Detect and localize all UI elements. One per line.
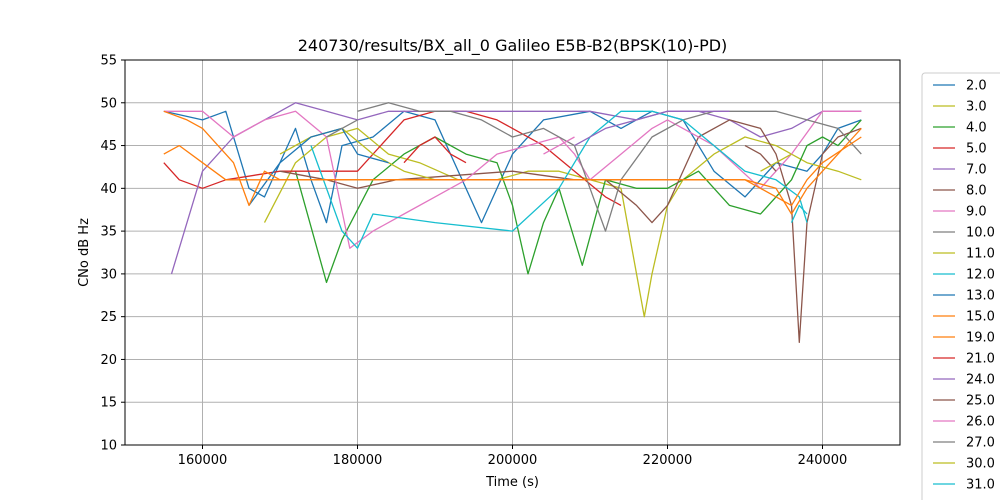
- legend-box: [921, 72, 1000, 500]
- series-line: [326, 119, 358, 138]
- legend: 2.0 3.0 4.0 5.0 7.0 8.0 9.0 10.0 11.0 12.0 13.0 15.…: [921, 72, 1000, 500]
- legend-label: 12.0: [966, 268, 995, 283]
- grid: [125, 59, 900, 446]
- legend-label: 8.0: [966, 184, 987, 199]
- y-tick-label: 10: [100, 439, 117, 454]
- y-tick-label: 40: [100, 182, 117, 197]
- y-tick-label: 20: [100, 353, 117, 368]
- x-tick-label: 200000: [488, 453, 538, 468]
- legend-label: 9.0: [966, 205, 987, 220]
- legend-label: 13.0: [966, 289, 995, 304]
- y-axis-label: CNo dB Hz: [77, 218, 92, 287]
- legend-label: 19.0: [966, 331, 995, 346]
- series-line: [248, 127, 389, 206]
- legend-label: 7.0: [966, 163, 987, 178]
- legend-label: 4.0: [966, 121, 987, 136]
- x-tick-label: 220000: [643, 453, 693, 468]
- series-line: [403, 136, 467, 164]
- series-line: [163, 136, 862, 207]
- series-line: [790, 204, 808, 223]
- series-line: [357, 102, 862, 232]
- y-tick-label: 55: [100, 54, 117, 69]
- x-axis-label: Time (s): [485, 475, 539, 490]
- y-tick-label: 35: [100, 225, 117, 240]
- legend-label: 11.0: [966, 247, 995, 262]
- legend-label: 30.0: [966, 457, 995, 472]
- series-line: [543, 136, 575, 155]
- legend-label: 25.0: [966, 394, 995, 409]
- legend-label: 27.0: [966, 436, 995, 451]
- series-line: [263, 127, 862, 318]
- legend-label: 3.0: [966, 100, 987, 115]
- y-tick-label: 50: [100, 96, 117, 111]
- plot-lines: [163, 102, 862, 343]
- axis-ticks: 160000 180000 200000 220000 240000 10 15 20 25 30…: [100, 54, 847, 469]
- x-tick-label: 180000: [333, 453, 383, 468]
- legend-label: 2.0: [966, 79, 987, 94]
- legend-label: 31.0: [966, 478, 995, 493]
- y-tick-label: 45: [100, 139, 117, 154]
- chart-title: 240730/results/BX_all_0 Galileo E5B-B2(B…: [298, 36, 728, 56]
- legend-label: 24.0: [966, 373, 995, 388]
- series-line: [760, 153, 792, 172]
- legend-label: 15.0: [966, 310, 995, 325]
- y-tick-label: 25: [100, 310, 117, 325]
- x-tick-label: 240000: [798, 453, 848, 468]
- y-tick-label: 15: [100, 396, 117, 411]
- series-line: [294, 119, 862, 284]
- series-line: [310, 110, 808, 249]
- legend-label: 5.0: [966, 142, 987, 157]
- series-line: [163, 110, 622, 206]
- legend-label: 26.0: [966, 415, 995, 430]
- y-tick-label: 30: [100, 267, 117, 282]
- legend-label: 21.0: [966, 352, 995, 367]
- series-line: [279, 119, 862, 343]
- legend-label: 10.0: [966, 226, 995, 241]
- series-line: [163, 110, 862, 224]
- x-tick-label: 160000: [178, 453, 228, 468]
- series-line: [574, 110, 730, 147]
- series-line: [279, 127, 436, 181]
